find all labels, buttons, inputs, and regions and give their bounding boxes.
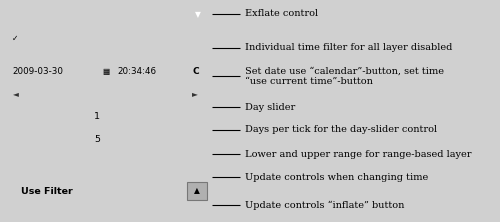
FancyBboxPatch shape [187, 63, 204, 79]
Text: ✓: ✓ [12, 34, 18, 43]
FancyBboxPatch shape [3, 2, 210, 27]
FancyBboxPatch shape [90, 158, 104, 172]
Text: ▼: ▼ [194, 10, 200, 19]
Text: C: C [192, 67, 199, 75]
Text: range in days: range in days [8, 135, 73, 145]
FancyBboxPatch shape [8, 63, 97, 79]
Text: Days per tick for the day-slider control: Days per tick for the day-slider control [245, 125, 437, 135]
Text: time: time [113, 57, 132, 66]
Text: 2009-03-30: 2009-03-30 [12, 67, 63, 75]
FancyBboxPatch shape [90, 109, 200, 123]
Text: Exflate control: Exflate control [245, 10, 318, 18]
Text: Day slider: Day slider [245, 103, 295, 111]
FancyBboxPatch shape [10, 33, 20, 44]
FancyBboxPatch shape [113, 63, 185, 79]
Text: ▲: ▲ [194, 186, 200, 196]
Text: 20:34:46: 20:34:46 [117, 67, 156, 75]
Text: Set date use “calendar”-button, set time
“use current time”-button: Set date use “calendar”-button, set time… [245, 66, 444, 86]
Text: Individual time filter for all layer disabled: Individual time filter for all layer dis… [245, 44, 452, 52]
Text: ▦: ▦ [102, 67, 110, 75]
FancyBboxPatch shape [188, 4, 207, 25]
Text: Update controls “inflate” button: Update controls “inflate” button [245, 200, 404, 210]
Text: date: date [8, 57, 28, 66]
Text: Update controls when changing time: Update controls when changing time [245, 172, 428, 182]
Text: Use Global Time Filter: Use Global Time Filter [25, 34, 129, 43]
Text: ◄: ◄ [13, 89, 19, 98]
FancyBboxPatch shape [90, 133, 200, 147]
FancyBboxPatch shape [3, 2, 210, 220]
Text: Time Filter: Time Filter [11, 8, 83, 21]
Text: ►: ► [192, 89, 198, 98]
Text: Use Filter: Use Filter [20, 186, 72, 196]
Text: 5: 5 [94, 135, 100, 145]
FancyBboxPatch shape [99, 63, 113, 79]
Text: days per tick: days per tick [8, 111, 70, 121]
Text: direct set: direct set [8, 161, 53, 170]
FancyBboxPatch shape [187, 182, 207, 200]
Text: Lower and upper range for range-based layer: Lower and upper range for range-based la… [245, 149, 472, 159]
Text: 1: 1 [94, 111, 100, 121]
